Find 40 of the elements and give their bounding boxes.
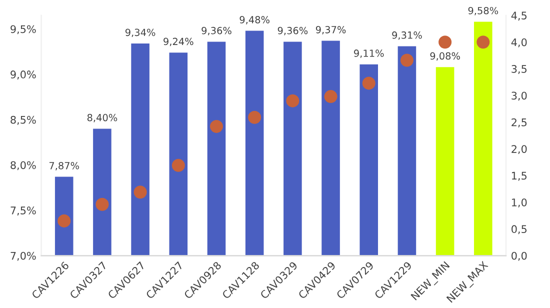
y-tick-label: 9,5%	[10, 25, 36, 34]
y2-tick-label: 3,5	[512, 65, 527, 74]
point	[210, 120, 223, 133]
point	[134, 186, 147, 199]
y-tick-label: 7,5%	[10, 206, 36, 216]
y-tick-label: 9,0%	[10, 70, 36, 80]
data-label: 9,37%	[316, 26, 346, 34]
point	[286, 94, 300, 108]
y2-tick-label: 4,5	[511, 12, 527, 21]
point	[248, 110, 262, 124]
point	[324, 90, 338, 104]
data-label: 9,36%	[278, 26, 308, 36]
y-tick-label: 8,5%	[10, 116, 36, 125]
y2-tick-label: 0,0	[512, 252, 527, 261]
point	[362, 76, 376, 90]
data-label: 9,08%	[430, 52, 460, 61]
y2-tick-label: 1,0	[512, 198, 527, 208]
point	[438, 36, 452, 49]
y-tick-label: 7,0%	[10, 252, 36, 261]
point	[476, 36, 490, 49]
point	[400, 54, 414, 67]
y2-tick-label: 3,0	[512, 92, 527, 101]
y2-tick-label: 2,0	[512, 145, 527, 154]
y2-tick-label: 0,5	[512, 225, 527, 234]
data-label: 9,24%	[164, 38, 194, 46]
point	[58, 214, 71, 228]
point	[172, 158, 185, 172]
data-label: 9,58%	[468, 6, 498, 16]
data-label: 7,87%	[49, 162, 80, 170]
data-label: 9,48%	[240, 16, 270, 24]
data-label: 9,34%	[125, 28, 156, 38]
y2-tick-label: 4,0	[511, 38, 527, 48]
data-label: 9,36%	[202, 26, 232, 36]
point	[96, 198, 109, 211]
y2-tick-label: 1,5	[512, 172, 527, 181]
y-tick-label: 8,0%	[10, 161, 36, 170]
data-label: 8,40%	[87, 114, 118, 122]
data-label: 9,11%	[354, 50, 384, 58]
y2-tick-label: 2,5	[512, 118, 527, 128]
data-label: 9,31%	[392, 31, 422, 40]
